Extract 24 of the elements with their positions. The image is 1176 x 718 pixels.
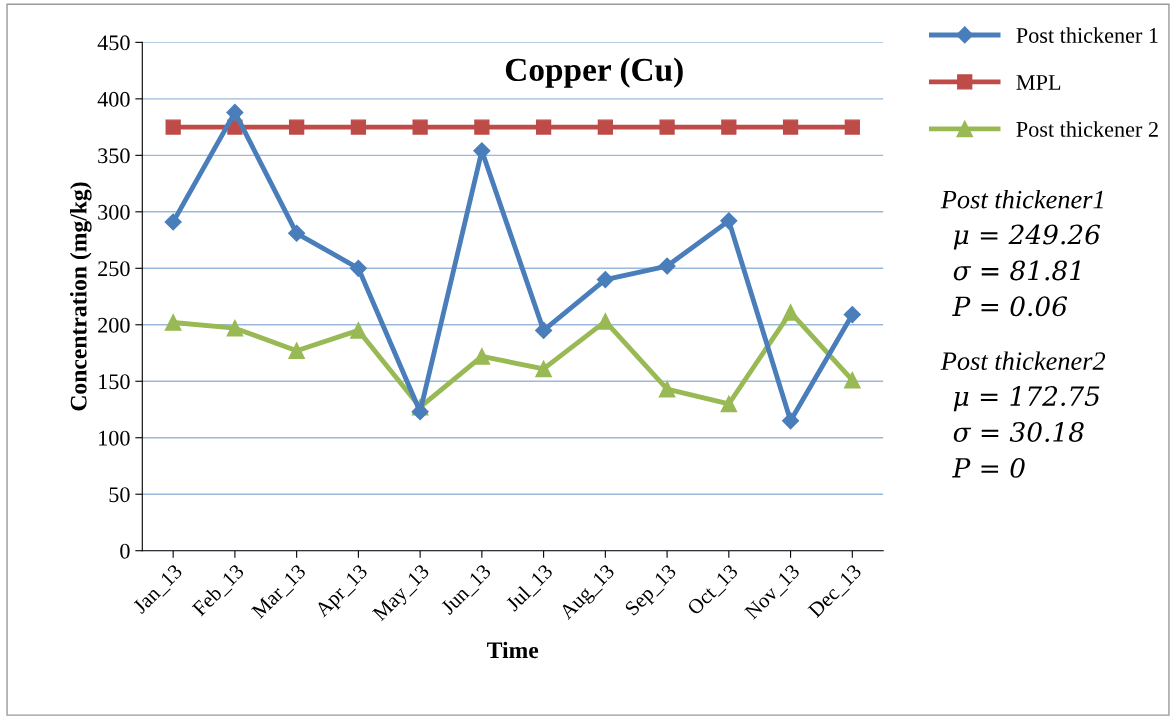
y-tick-label: 300 bbox=[98, 204, 130, 220]
text: σ = 30.18 bbox=[953, 421, 1084, 442]
text: σ = 81.81 bbox=[953, 260, 1080, 281]
y-tick-label: 400 bbox=[97, 91, 130, 107]
legend-label: Post thickener 1 bbox=[1016, 27, 1158, 43]
y-axis-title: Concentration (mg/kg) bbox=[70, 182, 92, 411]
legend-label: MPL bbox=[1016, 75, 1061, 90]
y-tick-label: 450 bbox=[97, 35, 130, 51]
y-tick-label: 250 bbox=[98, 261, 130, 277]
y-tick-label: 100 bbox=[99, 430, 130, 446]
legend-label: Post thickener 2 bbox=[1016, 121, 1158, 137]
text: Post thickener2 bbox=[940, 351, 1106, 371]
y-tick-label: 50 bbox=[109, 487, 130, 503]
y-tick-label: 150 bbox=[99, 374, 130, 390]
y-tick-label: 0 bbox=[120, 543, 130, 559]
x-axis-title: Time bbox=[487, 641, 539, 659]
y-tick-label: 350 bbox=[98, 148, 130, 164]
text: P = 0 bbox=[952, 457, 1025, 478]
chart-title: Copper (Cu) bbox=[505, 57, 683, 88]
text: μ = 249.26 bbox=[953, 224, 1101, 250]
text: P = 0.06 bbox=[952, 296, 1068, 317]
y-tick-label: 200 bbox=[98, 317, 130, 333]
text: Post thickener1 bbox=[940, 189, 1103, 209]
text: μ = 172.75 bbox=[953, 386, 1100, 412]
